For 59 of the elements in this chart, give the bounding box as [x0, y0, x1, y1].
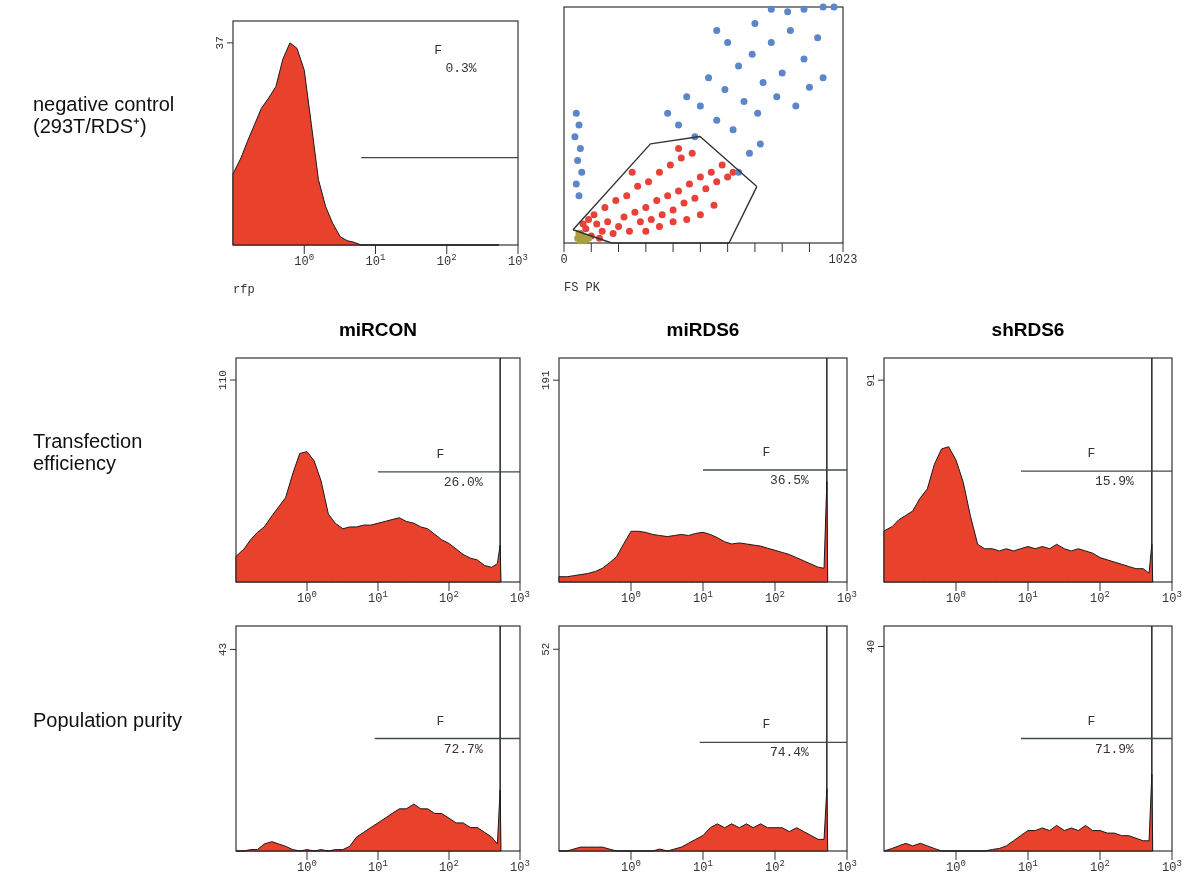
x-tick-label: 10$^{2}$: [765, 590, 785, 606]
x-tick-label: 10$^{3}$: [1162, 859, 1182, 874]
y-tick-label: 91: [865, 373, 877, 387]
x-tick-label: 10$^{0}$: [297, 859, 317, 874]
x-tick-label: 10$^{3}$: [508, 253, 528, 269]
x-tick-label: 10$^{0}$: [946, 590, 966, 606]
y-axis-title: negative control (293T/RDS⁺): [33, 92, 175, 137]
x-tick-label: 10$^{1}$: [1018, 859, 1038, 874]
y-tick-label: 43: [217, 642, 229, 657]
x-axis-title: FS PK: [564, 281, 601, 295]
annotation: 0.3%: [445, 61, 477, 77]
chart-title: shRDS6: [991, 319, 1065, 340]
annotation: 15.9%: [1094, 474, 1135, 490]
x-tick-label: 10$^{0}$: [294, 253, 315, 269]
x-tick-label: 10$^{2}$: [439, 590, 459, 606]
x-tick-label: 10$^{3}$: [1162, 590, 1182, 606]
y-tick-label: 52: [540, 642, 552, 656]
chart-title: miRCON: [338, 319, 418, 340]
x-tick-label: 10$^{0}$: [621, 590, 641, 606]
annotation: F: [1087, 713, 1096, 729]
x-tick-label: 10$^{2}$: [765, 859, 785, 874]
x-tick-label: 10$^{0}$: [946, 859, 966, 874]
x-tick-label: 1023: [828, 253, 858, 267]
chart-title: miRDS6: [666, 319, 740, 340]
x-tick-label: 10$^{3}$: [837, 859, 857, 874]
x-tick-label: 10$^{1}$: [693, 590, 713, 606]
y-axis-title: Population purity: [33, 709, 182, 732]
x-tick-label: 10$^{2}$: [1090, 590, 1110, 606]
annotation: F: [1087, 446, 1096, 462]
x-tick-label: 10$^{1}$: [368, 590, 388, 606]
x-tick-label: 10$^{1}$: [365, 253, 386, 269]
y-tick-label: 191: [540, 369, 552, 391]
annotation: F: [436, 447, 445, 463]
x-tick-label: 10$^{1}$: [368, 859, 388, 874]
x-tick-label: 10$^{3}$: [510, 590, 530, 606]
x-tick-label: 10$^{2}$: [436, 253, 457, 269]
x-tick-label: 10$^{3}$: [510, 859, 530, 874]
annotation: 72.7%: [443, 741, 483, 757]
y-tick-label: 37: [214, 36, 226, 50]
x-axis-title: rfp: [233, 283, 255, 297]
annotation: F: [436, 713, 445, 729]
x-tick-label: 10$^{0}$: [297, 590, 317, 606]
x-tick-label: 10$^{2}$: [1090, 859, 1110, 874]
annotation: F: [434, 43, 443, 59]
y-tick-label: 40: [865, 639, 877, 654]
x-tick-label: 10$^{3}$: [837, 590, 857, 606]
x-tick-label: 10$^{1}$: [693, 859, 713, 874]
annotation: F: [762, 717, 771, 733]
x-tick-label: 10$^{1}$: [1018, 590, 1038, 606]
annotation: 26.0%: [443, 475, 483, 491]
annotation: 74.4%: [769, 745, 810, 761]
annotation: 71.9%: [1094, 741, 1135, 757]
annotation: 36.5%: [769, 473, 810, 489]
x-tick-label: 0: [560, 253, 568, 267]
annotation: F: [762, 445, 771, 461]
y-axis-title: Transfection efficiency: [33, 429, 143, 474]
x-tick-label: 10$^{2}$: [439, 859, 459, 874]
y-tick-label: 110: [217, 370, 229, 390]
x-tick-label: 10$^{0}$: [621, 859, 641, 874]
